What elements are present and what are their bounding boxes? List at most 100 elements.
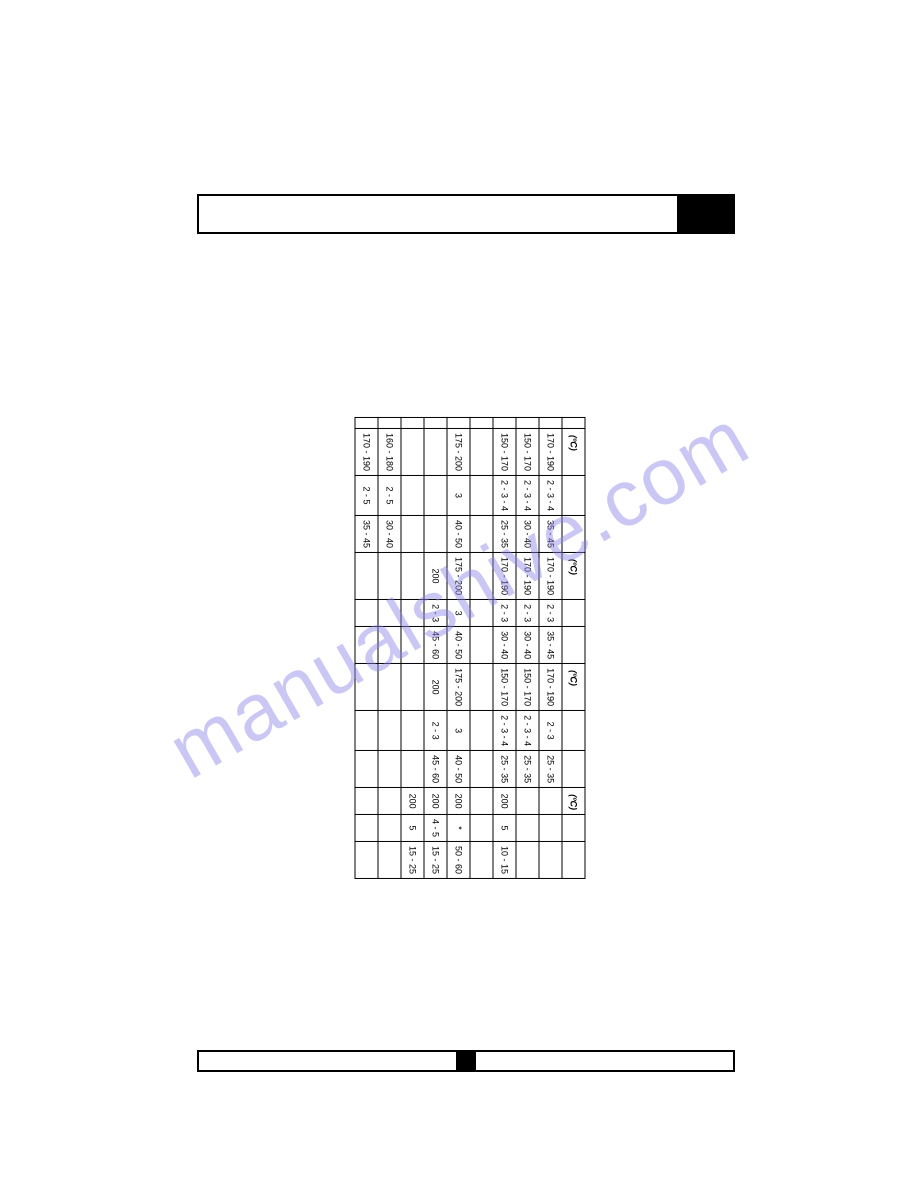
col-header-temp-4: (ºC) bbox=[562, 788, 585, 815]
cell: 3 bbox=[447, 711, 470, 751]
footer-bar bbox=[197, 1050, 735, 1072]
cell: 45 - 60 bbox=[424, 751, 447, 788]
header-tab-black bbox=[677, 196, 733, 232]
cell bbox=[401, 428, 424, 475]
cell bbox=[470, 842, 493, 879]
cell: 35 - 45 bbox=[355, 516, 378, 553]
cell bbox=[378, 600, 401, 627]
col-header-temp-1: (ºC) bbox=[562, 428, 585, 475]
cell: 25 - 35 bbox=[516, 751, 539, 788]
cell: 40 - 50 bbox=[447, 751, 470, 788]
table-row: 150 - 170 2 - 3 - 4 30 - 40 170 - 190 2 … bbox=[516, 417, 539, 878]
cell: 170 - 190 bbox=[493, 553, 516, 600]
cell bbox=[378, 553, 401, 600]
cell: 2 - 3 - 4 bbox=[493, 711, 516, 751]
col-header-temp-3: (ºC) bbox=[562, 664, 585, 711]
cell: 175 - 200 bbox=[447, 428, 470, 475]
cell: 2 - 3 bbox=[539, 600, 562, 627]
table-row: 160 - 180 2 - 5 30 - 40 bbox=[378, 417, 401, 878]
cell bbox=[401, 553, 424, 600]
col-header-time-3 bbox=[562, 751, 585, 788]
cell bbox=[378, 664, 401, 711]
cell bbox=[424, 476, 447, 516]
cell: 2 - 3 bbox=[493, 600, 516, 627]
cell: 170 - 190 bbox=[539, 664, 562, 711]
cell bbox=[516, 842, 539, 879]
row-label bbox=[401, 417, 424, 428]
cell bbox=[539, 788, 562, 815]
col-header-rack-2 bbox=[562, 600, 585, 627]
cell bbox=[401, 664, 424, 711]
cell bbox=[470, 664, 493, 711]
cell bbox=[470, 428, 493, 475]
cell: 2 - 5 bbox=[378, 476, 401, 516]
cell: 150 - 170 bbox=[493, 428, 516, 475]
cooking-table: (ºC) (ºC) (ºC) (ºC) bbox=[355, 417, 586, 879]
cell bbox=[401, 711, 424, 751]
row-label bbox=[424, 417, 447, 428]
cell: 175 - 200 bbox=[447, 553, 470, 600]
cell: 200 bbox=[424, 553, 447, 600]
cell: 2 - 5 bbox=[355, 476, 378, 516]
cell: 170 - 190 bbox=[516, 553, 539, 600]
table-row: 170 - 190 2 - 3 - 4 35 - 45 170 - 190 2 … bbox=[539, 417, 562, 878]
cell bbox=[516, 814, 539, 841]
cell bbox=[470, 600, 493, 627]
cell bbox=[470, 476, 493, 516]
cell bbox=[355, 788, 378, 815]
cell: 3 bbox=[447, 476, 470, 516]
cell bbox=[355, 664, 378, 711]
cell bbox=[401, 476, 424, 516]
cell: 200 bbox=[493, 788, 516, 815]
cell: 200 bbox=[424, 788, 447, 815]
cell bbox=[424, 516, 447, 553]
cell bbox=[539, 814, 562, 841]
cell bbox=[470, 711, 493, 751]
col-header-time-2 bbox=[562, 627, 585, 664]
cell bbox=[355, 814, 378, 841]
cell bbox=[355, 751, 378, 788]
cell: 25 - 35 bbox=[493, 751, 516, 788]
cell: 2 - 3 bbox=[424, 711, 447, 751]
cell: 160 - 180 bbox=[378, 428, 401, 475]
col-header-rack-4 bbox=[562, 814, 585, 841]
cell bbox=[355, 627, 378, 664]
row-label bbox=[378, 417, 401, 428]
header-bar bbox=[197, 194, 735, 234]
cell bbox=[355, 711, 378, 751]
cell: 2 - 3 - 4 bbox=[516, 476, 539, 516]
cell: 4 - 5 bbox=[424, 814, 447, 841]
cell: 30 - 40 bbox=[493, 627, 516, 664]
cell bbox=[355, 842, 378, 879]
cell: 35 - 45 bbox=[539, 516, 562, 553]
cell bbox=[378, 788, 401, 815]
cell: 200 bbox=[447, 788, 470, 815]
cell bbox=[355, 600, 378, 627]
footer-page-black bbox=[456, 1052, 476, 1070]
col-header-time-4 bbox=[562, 842, 585, 879]
row-label bbox=[447, 417, 470, 428]
cell bbox=[378, 814, 401, 841]
cell bbox=[470, 627, 493, 664]
table-row: 150 - 170 2 - 3 - 4 25 - 35 170 - 190 2 … bbox=[493, 417, 516, 878]
cell bbox=[470, 516, 493, 553]
cell: 30 - 40 bbox=[516, 627, 539, 664]
cell bbox=[470, 814, 493, 841]
table-row: 200 5 15 - 25 bbox=[401, 417, 424, 878]
cell: 170 - 190 bbox=[355, 428, 378, 475]
rowlabel-header bbox=[562, 417, 585, 428]
cell bbox=[516, 788, 539, 815]
cell bbox=[355, 553, 378, 600]
cell: 170 - 190 bbox=[539, 553, 562, 600]
row-label bbox=[355, 417, 378, 428]
cell: 40 - 50 bbox=[447, 627, 470, 664]
cell: 175 - 200 bbox=[447, 664, 470, 711]
table-row: 200 2 - 3 45 - 60 200 2 - 3 45 - 60 200 … bbox=[424, 417, 447, 878]
cell bbox=[470, 788, 493, 815]
cell: 3 bbox=[447, 600, 470, 627]
cell bbox=[401, 751, 424, 788]
cell: 200 bbox=[424, 664, 447, 711]
table-row bbox=[470, 417, 493, 878]
table-header-row: (ºC) (ºC) (ºC) (ºC) bbox=[562, 417, 585, 878]
cell: 35 - 45 bbox=[539, 627, 562, 664]
